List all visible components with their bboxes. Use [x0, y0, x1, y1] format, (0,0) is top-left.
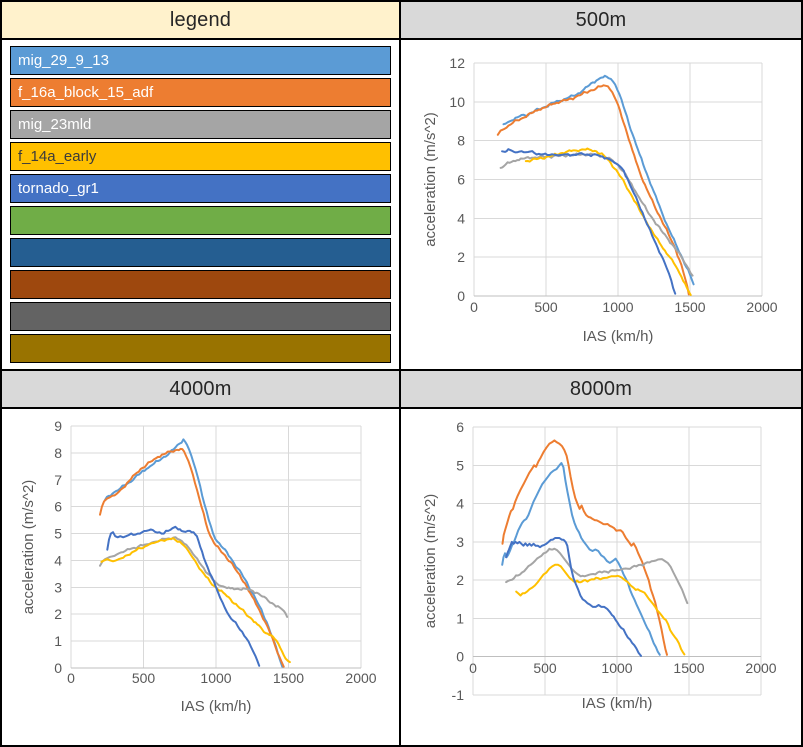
y-tick-label: 8 — [54, 445, 62, 461]
series-line-mig_29_9_13 — [501, 462, 661, 656]
y-tick-label: -1 — [452, 687, 465, 703]
series-line-f_16a_block_15_adf — [496, 84, 690, 296]
y-tick-label: 4 — [54, 552, 62, 568]
legend-header-cell[interactable]: legend — [2, 2, 399, 40]
x-tick-label: 1500 — [673, 660, 704, 676]
x-tick-label: 1000 — [200, 670, 231, 686]
x-tick-label: 1000 — [601, 660, 632, 676]
x-tick-label: 500 — [533, 660, 557, 676]
y-tick-label: 0 — [456, 649, 464, 665]
x-tick-label: 500 — [534, 299, 558, 315]
line-chart-4000m[interactable]: 0 1 2 3 4 5 6 7 8 9 0 500 1000 1500 2000 IAS (km/h) acce… — [2, 409, 399, 745]
y-axis-title: acceleration (m/s^2) — [20, 480, 37, 615]
y-tick-label: 6 — [457, 172, 465, 188]
series-line-f_16a_block_15_adf — [501, 439, 668, 656]
y-tick-label: 0 — [457, 288, 465, 304]
legend-item-f_14a_early[interactable]: f_14a_early — [10, 142, 391, 171]
x-tick-label: 0 — [469, 660, 477, 676]
legend-item-mig_23mld[interactable]: mig_23mld — [10, 110, 391, 139]
legend-item-swatch-7[interactable] — [10, 238, 391, 267]
legend-title: legend — [169, 8, 232, 31]
x-axis-title: IAS (km/h) — [583, 328, 654, 345]
y-tick-label: 2 — [54, 606, 62, 622]
series-line-mig_23mld — [505, 547, 689, 605]
x-tick-label: 2000 — [345, 670, 376, 686]
y-tick-label: 1 — [456, 610, 464, 626]
y-tick-label: 12 — [449, 55, 465, 71]
series-line-mig_29_9_13 — [104, 438, 284, 668]
chart-area-4000m: 0 1 2 3 4 5 6 7 8 9 0 500 1000 1500 2000 IAS (km/h) acce… — [2, 409, 399, 745]
y-tick-label: 9 — [54, 418, 62, 434]
y-tick-label: 0 — [54, 660, 62, 676]
x-tick-label: 0 — [67, 670, 75, 686]
y-tick-label: 8 — [457, 133, 465, 149]
y-tick-label: 10 — [449, 94, 465, 110]
legend-item-swatch-8[interactable] — [10, 270, 391, 299]
chart-header-500m[interactable]: 500m — [401, 2, 801, 40]
series-line-f_14a_early — [100, 537, 291, 664]
chart-area-8000m: -1 0 1 2 3 4 5 6 0 500 1000 1500 2000 IAS (km/h) accel… — [401, 409, 801, 745]
y-tick-label: 4 — [457, 210, 465, 226]
chart-header-8000m[interactable]: 8000m — [401, 371, 801, 409]
gridlines — [473, 62, 763, 297]
chart-panel-8000m: 8000m -1 0 1 2 3 4 5 6 0 500 1000 1500 2000 IAS (km/h… — [401, 371, 801, 745]
x-axis-title: IAS (km/h) — [582, 695, 653, 712]
legend-panel: legend mig_29_9_13 f_16a_block_15_adf mig_… — [2, 2, 399, 369]
legend-item-tornado_gr1[interactable]: tornado_gr1 — [10, 174, 391, 203]
x-tick-label: 1500 — [273, 670, 304, 686]
series-line-mig_23mld — [99, 536, 289, 618]
x-axis-title: IAS (km/h) — [181, 698, 252, 715]
series-line-tornado_gr1 — [501, 148, 677, 295]
line-chart-500m[interactable]: 0 2 4 6 8 10 12 0 500 1000 1500 2000 IAS (km/h) accel… — [401, 40, 801, 369]
y-tick-label: 3 — [456, 534, 464, 550]
chart-title-500m: 500m — [575, 8, 627, 31]
y-tick-label: 7 — [54, 472, 62, 488]
legend-item-swatch-10[interactable] — [10, 334, 391, 363]
y-axis-title: acceleration (m/s^2) — [422, 494, 439, 629]
x-tick-label: 2000 — [745, 660, 776, 676]
x-tick-label: 500 — [132, 670, 156, 686]
legend-item-f_16a_block_15_adf[interactable]: f_16a_block_15_adf — [10, 78, 391, 107]
series-line-f_16a_block_15_adf — [99, 447, 285, 668]
x-tick-label: 1000 — [602, 299, 633, 315]
series-line-f_14a_early — [515, 563, 686, 656]
series-line-tornado_gr1 — [106, 525, 261, 667]
gridlines — [70, 425, 362, 669]
legend-item-swatch-9[interactable] — [10, 302, 391, 331]
legend-item-mig_29_9_13[interactable]: mig_29_9_13 — [10, 46, 391, 75]
y-tick-label: 4 — [456, 496, 464, 512]
chart-title-8000m: 8000m — [569, 377, 633, 400]
y-tick-label: 6 — [456, 419, 464, 435]
y-tick-label: 2 — [456, 572, 464, 588]
y-tick-label: 5 — [456, 457, 464, 473]
series-line-mig_29_9_13 — [502, 74, 695, 286]
x-tick-label: 1500 — [674, 299, 705, 315]
x-tick-label: 2000 — [746, 299, 777, 315]
y-tick-label: 1 — [54, 633, 62, 649]
series-line-tornado_gr1 — [505, 537, 642, 657]
chart-panel-4000m: 4000m 0 1 2 3 4 5 6 7 8 9 0 500 1000 1500 2000 IAS (km/… — [2, 371, 399, 745]
chart-header-4000m[interactable]: 4000m — [2, 371, 399, 409]
y-axis-title: acceleration (m/s^2) — [422, 112, 439, 247]
legend-items-list: mig_29_9_13 f_16a_block_15_adf mig_23mld f_… — [2, 40, 399, 366]
y-tick-label: 3 — [54, 579, 62, 595]
y-tick-label: 6 — [54, 499, 62, 515]
chart-title-4000m: 4000m — [169, 377, 232, 400]
x-tick-label: 0 — [470, 299, 478, 315]
legend-item-swatch-6[interactable] — [10, 206, 391, 235]
chart-area-500m: 0 2 4 6 8 10 12 0 500 1000 1500 2000 IAS (km/h) accel… — [401, 40, 801, 369]
y-tick-label: 2 — [457, 249, 465, 265]
y-tick-label: 5 — [54, 526, 62, 542]
chart-panel-500m: 500m 0 2 4 6 8 10 12 0 500 1000 1500 2000 IAS (km/h)… — [401, 2, 801, 369]
